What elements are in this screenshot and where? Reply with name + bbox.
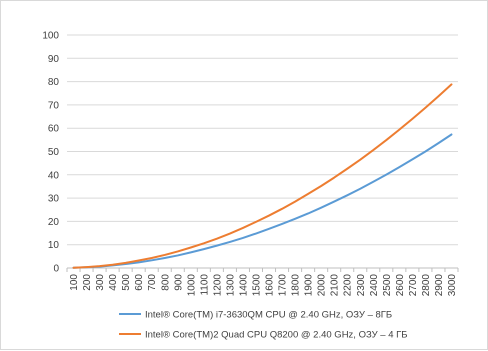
x-tick-label: 1400	[238, 274, 249, 297]
y-tick-label: 100	[42, 31, 59, 42]
x-tick-label: 2400	[369, 274, 380, 297]
x-tick-label: 1100	[199, 274, 210, 296]
x-tick-label: 2900	[434, 274, 445, 297]
x-tick-label: 100	[69, 274, 80, 291]
x-tick-label: 1600	[265, 274, 276, 297]
x-tick-label: 600	[134, 274, 145, 291]
x-tick-label: 1000	[186, 274, 197, 297]
x-tick-label: 500	[121, 274, 132, 291]
y-tick-label: 80	[48, 77, 60, 88]
x-tick-label: 2300	[356, 274, 367, 297]
x-tick-label: 2500	[382, 274, 393, 297]
y-tick-label: 70	[48, 100, 60, 111]
x-tick-label: 1300	[225, 274, 236, 297]
x-tick-label: 2700	[408, 274, 419, 297]
x-tick-label: 1500	[251, 274, 262, 297]
x-tick-label: 2100	[330, 274, 341, 297]
y-tick-label: 20	[48, 217, 60, 228]
series-line-2	[72, 83, 453, 269]
x-tick-label: 3000	[447, 274, 458, 297]
y-tick-label: 0	[53, 264, 59, 275]
x-tick-label: 1200	[212, 274, 223, 297]
x-tick-label: 1900	[304, 274, 315, 297]
x-tick-label: 700	[147, 274, 158, 291]
y-tick-label: 40	[48, 170, 60, 181]
x-tick-label: 800	[160, 274, 171, 291]
x-tick-label: 1700	[278, 274, 289, 297]
legend-label-1: Intel® Core(TM) i7-3630QM CPU @ 2.40 GHz…	[145, 310, 392, 321]
y-tick-label: 90	[48, 54, 60, 65]
x-tick-label: 200	[82, 274, 93, 291]
x-tick-label: 2200	[343, 274, 354, 297]
y-tick-label: 10	[48, 240, 60, 251]
x-tick-label: 300	[95, 274, 106, 291]
x-tick-label: 2800	[421, 274, 432, 297]
x-tick-label: 1800	[291, 274, 302, 297]
x-tick-label: 900	[173, 274, 184, 291]
y-tick-label: 30	[48, 194, 60, 205]
legend-label-2: Intel® Core(TM)2 Quad CPU Q8200 @ 2.40 G…	[145, 330, 408, 341]
x-tick-label: 400	[108, 274, 119, 291]
x-tick-label: 2600	[395, 274, 406, 297]
x-tick-label: 2000	[317, 274, 328, 297]
series-line-1	[72, 133, 453, 269]
y-tick-label: 60	[48, 124, 60, 135]
y-tick-label: 50	[48, 147, 60, 158]
